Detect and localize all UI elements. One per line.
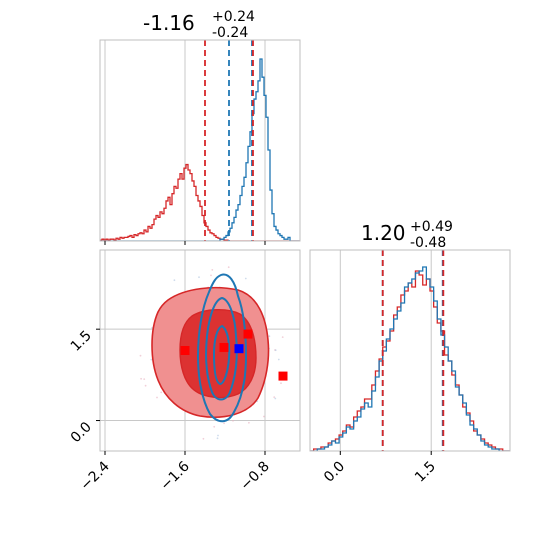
title-param0-lower: -0.24 xyxy=(212,25,248,41)
sample-dot xyxy=(173,279,176,282)
panel-param0-hist xyxy=(99,39,301,245)
sample-dot xyxy=(274,397,277,400)
sample-dot xyxy=(277,358,280,361)
title-param1-lower: -0.48 xyxy=(410,235,446,251)
sample-dot xyxy=(143,378,146,380)
sample-dot xyxy=(263,415,265,418)
ticks-param0-hist xyxy=(104,241,266,245)
sample-dot xyxy=(211,269,214,271)
panel-2d-contour: −2.4 −1.6 −0.8 0.0 1.5 xyxy=(68,249,301,494)
tick-label-param1-x: 1.5 xyxy=(412,459,439,486)
marker-red xyxy=(278,371,288,381)
sample-dot xyxy=(156,396,158,399)
sample-dot xyxy=(202,437,205,440)
grid-param0 xyxy=(104,40,266,241)
sample-dot xyxy=(268,335,271,338)
quantile-lines-param1 xyxy=(381,250,445,451)
quantile-lines-param0 xyxy=(204,40,254,241)
sample-dot xyxy=(139,354,142,357)
blue-contour-inner xyxy=(212,324,231,386)
title-param1: 1.20 +0.49 -0.48 xyxy=(361,219,453,251)
tick-label-param0: −1.6 xyxy=(157,458,192,493)
sample-dot xyxy=(248,421,250,424)
sample-dot xyxy=(274,349,277,352)
sample-dot xyxy=(273,396,276,398)
title-param0-median: -1.16 xyxy=(143,11,195,35)
sample-dot xyxy=(160,391,163,394)
panel-param1-hist: 0.0 1.5 xyxy=(309,249,511,486)
tick-label-param1-x: 0.0 xyxy=(321,459,348,486)
sample-dot xyxy=(216,437,219,440)
hist-param0-red xyxy=(100,163,300,241)
title-param1-upper: +0.49 xyxy=(410,219,453,235)
sample-dot xyxy=(144,384,147,387)
sample-dot xyxy=(210,274,212,277)
marker-blue xyxy=(234,344,244,354)
blue-contour-outer xyxy=(196,273,248,423)
sample-dot xyxy=(198,276,200,279)
hist-param0-blue xyxy=(100,58,300,241)
tick-label-param1-y: 1.5 xyxy=(68,328,95,355)
sample-dot xyxy=(280,382,282,385)
marker-red xyxy=(180,346,190,355)
title-param0: -1.16 +0.24 -0.24 xyxy=(143,9,255,41)
title-param1-median: 1.20 xyxy=(361,221,406,245)
sample-dot xyxy=(150,358,153,361)
sample-dot xyxy=(140,377,143,380)
sample-dot xyxy=(213,425,216,428)
ticks-param1-hist: 0.0 1.5 xyxy=(321,451,439,486)
markers-2d xyxy=(180,329,288,381)
marker-red xyxy=(243,329,253,339)
sample-dot xyxy=(281,336,284,338)
hist-param1-blue xyxy=(310,266,510,451)
marker-red xyxy=(219,342,229,352)
sample-dot xyxy=(217,434,219,437)
sample-dot xyxy=(223,422,226,425)
title-param0-upper: +0.24 xyxy=(212,9,255,25)
sample-dot xyxy=(227,266,230,269)
tick-label-param1-y: 0.0 xyxy=(68,419,95,446)
tick-label-param0: −2.4 xyxy=(77,458,112,493)
sample-dot xyxy=(232,419,234,422)
tick-label-param0: −0.8 xyxy=(237,459,272,494)
sample-dot xyxy=(244,277,247,280)
blue-contour-mid xyxy=(205,296,238,401)
grid-param1 xyxy=(339,250,432,451)
